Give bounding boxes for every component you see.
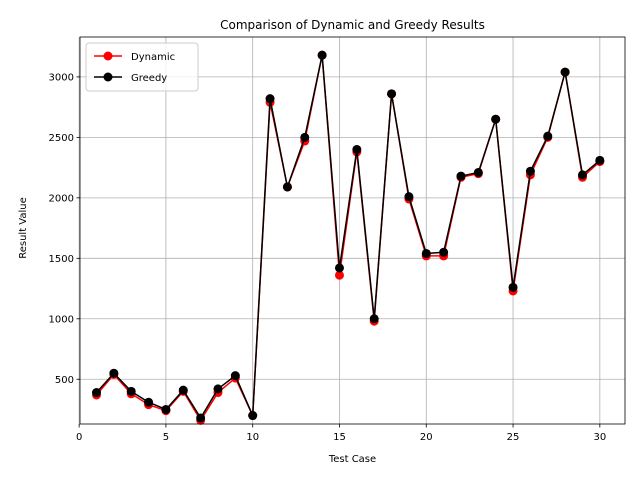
data-point-greedy [491, 114, 501, 124]
data-point-greedy [456, 171, 466, 181]
grid-lines [78, 37, 625, 424]
y-tick-label: 1500 [49, 254, 74, 265]
data-point-greedy [334, 263, 344, 273]
data-point-greedy [577, 170, 587, 180]
data-point-greedy [369, 314, 379, 324]
x-tick-label: 20 [420, 432, 433, 443]
y-tick-label: 3000 [49, 72, 74, 83]
data-point-greedy [161, 404, 171, 414]
data-point-greedy [265, 94, 275, 104]
data-point-greedy [560, 67, 570, 77]
data-point-greedy [352, 144, 362, 154]
legend-label-dynamic: Dynamic [131, 52, 175, 63]
series-greedy [91, 50, 605, 423]
x-axis-ticks: 0 5 10 15 20 25 30 [76, 424, 606, 443]
y-axis-ticks: 500 1000 1500 2000 2500 3000 [49, 72, 80, 386]
y-tick-label: 2000 [49, 193, 74, 204]
data-point-greedy [300, 132, 310, 142]
legend-box [85, 42, 199, 92]
data-point-greedy [178, 385, 188, 395]
plot-frame [79, 36, 626, 425]
legend-marker-greedy [103, 72, 113, 82]
series-layer [91, 50, 605, 425]
legend: Dynamic Greedy [85, 42, 199, 92]
data-point-greedy [196, 413, 206, 423]
data-point-greedy [91, 388, 101, 398]
data-point-dynamic [334, 270, 344, 280]
data-point-greedy [109, 368, 119, 378]
x-tick-label: 30 [593, 432, 606, 443]
data-point-greedy [387, 89, 397, 99]
x-tick-label: 0 [76, 432, 82, 443]
data-point-greedy [439, 247, 449, 257]
y-tick-label: 2500 [49, 133, 74, 144]
data-point-greedy [595, 155, 605, 165]
x-tick-label: 10 [246, 432, 259, 443]
data-point-greedy [525, 166, 535, 176]
data-point-greedy [248, 411, 258, 421]
data-point-greedy [421, 248, 431, 258]
x-tick-label: 15 [333, 432, 346, 443]
legend-label-greedy: Greedy [131, 73, 167, 84]
data-point-greedy [144, 397, 154, 407]
x-tick-label: 5 [163, 432, 169, 443]
legend-marker-dynamic [103, 51, 113, 61]
y-tick-label: 500 [55, 375, 74, 386]
data-point-greedy [213, 384, 223, 394]
data-point-greedy [508, 282, 518, 292]
y-axis-label: Result Value [18, 197, 29, 259]
x-axis-label: Test Case [328, 454, 376, 465]
data-point-greedy [404, 192, 414, 202]
data-point-greedy [230, 371, 240, 381]
data-point-greedy [282, 182, 292, 192]
y-tick-label: 1000 [49, 314, 74, 325]
data-point-greedy [317, 50, 327, 60]
data-point-greedy [543, 131, 553, 141]
data-point-greedy [473, 167, 483, 177]
chart-title: Comparison of Dynamic and Greedy Results [220, 18, 485, 32]
x-tick-label: 25 [507, 432, 520, 443]
data-point-greedy [126, 386, 136, 396]
